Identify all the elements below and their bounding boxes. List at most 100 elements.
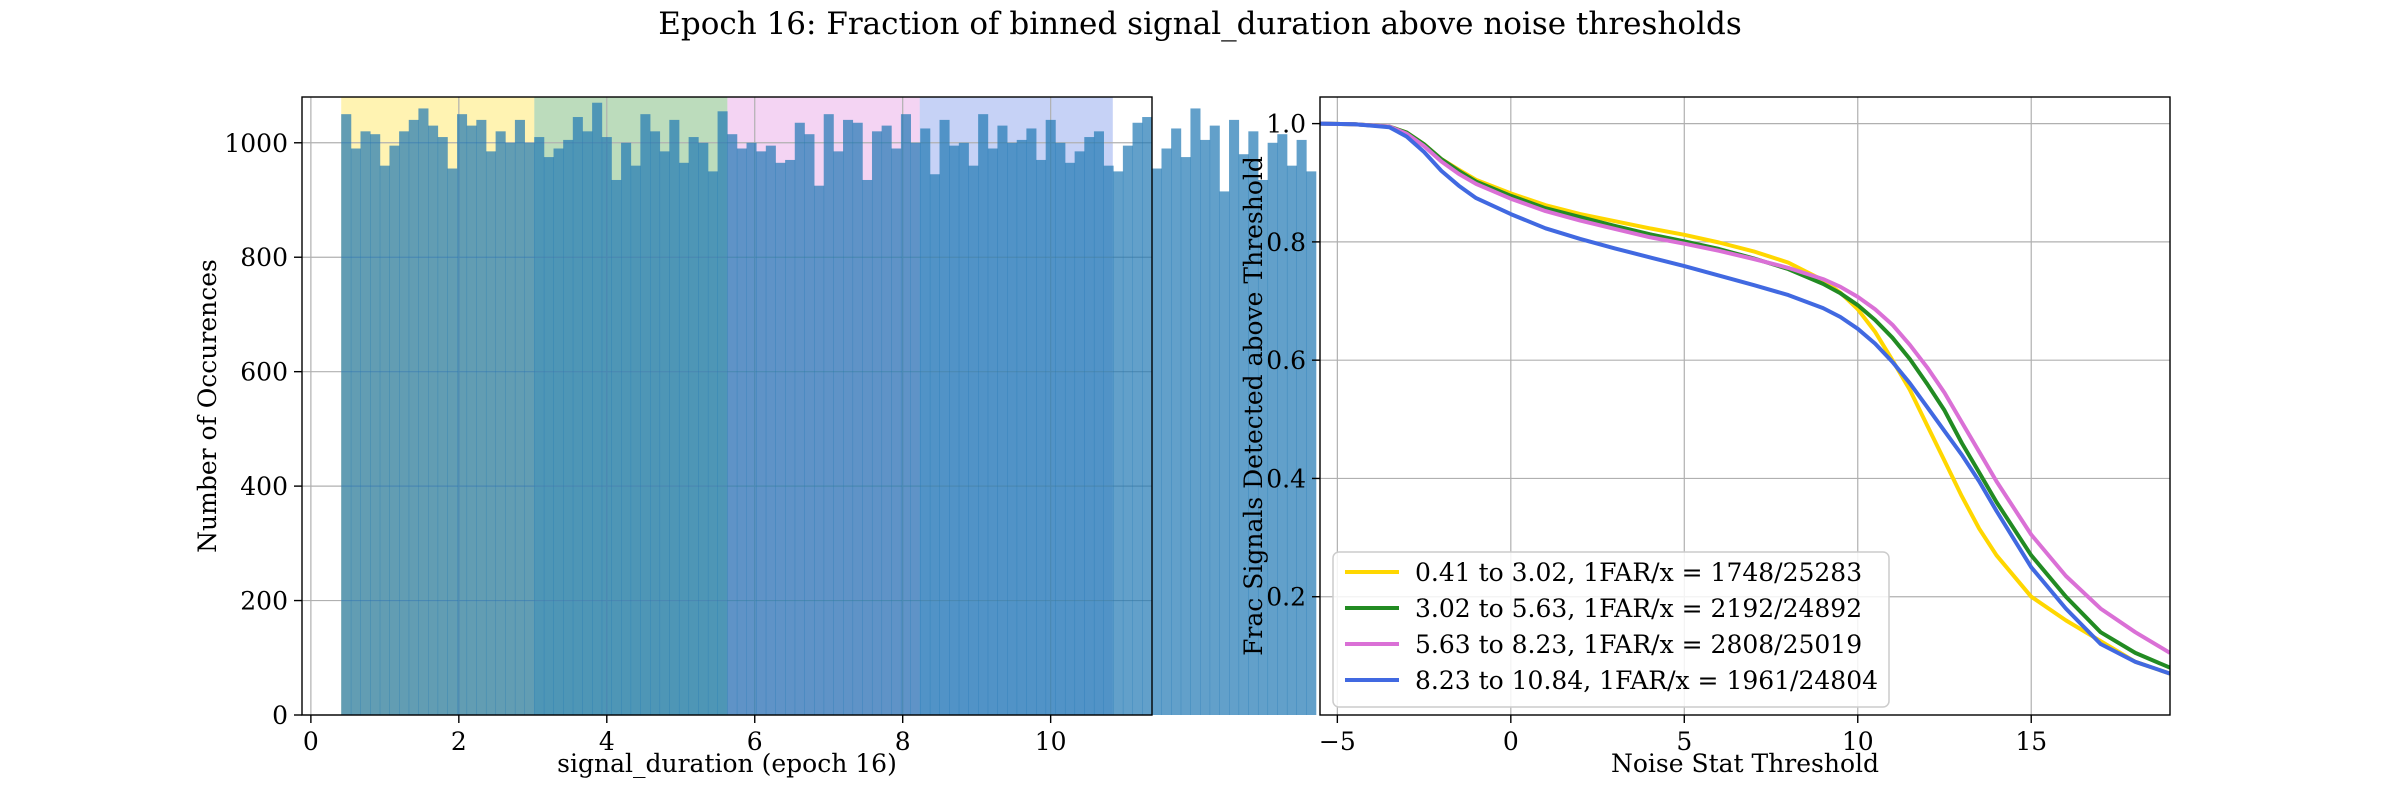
histogram-bar — [418, 108, 429, 715]
histogram-bar — [476, 119, 487, 715]
x-tick-label: 10 — [1035, 727, 1067, 756]
histogram-bar — [514, 119, 525, 715]
histogram-bar — [1036, 159, 1047, 715]
histogram-bar — [1093, 131, 1104, 716]
histogram-bar — [1229, 119, 1240, 715]
legend-box — [1332, 551, 1890, 708]
histogram-bar — [1007, 142, 1018, 715]
histogram-bar — [640, 114, 651, 715]
histogram-bar — [582, 131, 593, 716]
histogram-bar — [1171, 128, 1182, 715]
histogram-bar — [765, 145, 776, 715]
histogram-bar — [669, 119, 680, 715]
x-tick-label: 4 — [599, 727, 615, 756]
x-tick-label: 0 — [1503, 727, 1519, 756]
histogram-bar — [601, 137, 612, 716]
histogram-bar — [1286, 165, 1297, 715]
histogram-bar — [1190, 108, 1201, 715]
histogram-bar — [910, 142, 921, 715]
histogram-bar — [775, 162, 786, 716]
histogram-bar — [823, 114, 834, 715]
histogram-bar — [1113, 171, 1124, 715]
histogram-bar — [920, 128, 931, 715]
histogram-bar — [428, 125, 439, 716]
y-tick-label: 400 — [240, 472, 288, 501]
histogram-bar — [650, 131, 661, 716]
histogram-bar — [1277, 134, 1288, 715]
histogram-bar — [939, 119, 950, 715]
histogram-bar — [871, 131, 883, 716]
histogram-bar — [543, 157, 554, 716]
histogram-bar — [843, 119, 854, 715]
y-tick-label: 800 — [240, 243, 288, 272]
x-tick-label: 15 — [2015, 727, 2047, 756]
x-axis-label: Noise Stat Threshold — [1611, 749, 1879, 778]
histogram-bar — [659, 151, 670, 716]
histogram-bar — [457, 114, 468, 715]
y-tick-label: 600 — [240, 358, 288, 387]
histogram-bar — [1161, 148, 1172, 715]
histogram-bar — [1055, 142, 1066, 715]
histogram-bar — [1180, 157, 1191, 716]
histogram-bar — [727, 134, 738, 715]
histogram-bar — [1045, 119, 1056, 715]
histogram-bar — [360, 131, 371, 716]
x-tick-label: 2 — [451, 727, 467, 756]
y-tick-label: 200 — [240, 587, 288, 616]
histogram-bar — [814, 185, 825, 715]
histogram-bar — [485, 151, 497, 716]
histogram-bar — [621, 142, 632, 715]
histogram-bar — [785, 159, 796, 715]
histogram-bar — [1064, 162, 1076, 716]
figure-title: Epoch 16: Fraction of binned signal_dura… — [658, 6, 1742, 42]
histogram-bar — [1103, 165, 1114, 715]
histogram-panel — [294, 96, 1317, 723]
histogram-bar — [1132, 122, 1143, 715]
histogram-bar — [698, 142, 709, 715]
histogram-bar — [1248, 131, 1259, 716]
y-axis-label: Frac Signals Detected above Threshold — [1239, 156, 1268, 656]
legend-entry-4: 8.23 to 10.84, 1FAR/x = 1961/24804 — [1415, 666, 1878, 695]
y-axis-label: Number of Occurences — [193, 259, 222, 553]
histogram-bar — [341, 114, 352, 715]
histogram-bar — [1200, 139, 1211, 715]
histogram-bar — [1122, 145, 1133, 715]
histogram-bar — [370, 134, 381, 715]
histogram-bar — [563, 139, 574, 715]
x-tick-label: 8 — [895, 727, 911, 756]
histogram-bar — [1296, 139, 1307, 715]
histogram-bar — [1151, 168, 1162, 715]
histogram-bar — [891, 148, 902, 715]
histogram-bar — [756, 151, 767, 716]
histogram-bar — [707, 171, 718, 715]
histogram-bar — [592, 102, 603, 715]
histogram-bar — [1209, 125, 1220, 716]
legend-entry-3: 5.63 to 8.23, 1FAR/x = 2808/25019 — [1415, 630, 1862, 659]
histogram-bar — [833, 151, 844, 716]
histogram-bar — [1257, 179, 1269, 715]
histogram-bar — [852, 122, 863, 715]
histogram-bar — [978, 114, 989, 715]
histogram-bar — [447, 168, 458, 715]
x-axis-label: signal_duration (epoch 16) — [557, 749, 897, 778]
legend-entry-1: 0.41 to 3.02, 1FAR/x = 1748/25283 — [1415, 558, 1862, 587]
y-tick-label: 0.4 — [1266, 464, 1306, 493]
histogram-bar — [949, 145, 960, 715]
histogram-bar — [881, 125, 892, 716]
histogram-bar — [389, 145, 400, 715]
y-tick-label: 1000 — [224, 129, 288, 158]
y-tick-label: 0.6 — [1266, 346, 1306, 375]
histogram-bar — [987, 148, 998, 715]
histogram-bar — [1238, 154, 1249, 715]
series-line-4 — [1320, 121, 2170, 676]
plot-frame — [1319, 96, 2171, 716]
y-tick-label: 0 — [272, 701, 288, 730]
histogram-bar — [804, 134, 815, 715]
histogram-bar — [572, 117, 583, 716]
histogram-bar — [688, 137, 699, 716]
histogram-bar — [630, 165, 641, 715]
histogram-bar — [1142, 117, 1153, 716]
histogram-bar — [862, 179, 873, 715]
